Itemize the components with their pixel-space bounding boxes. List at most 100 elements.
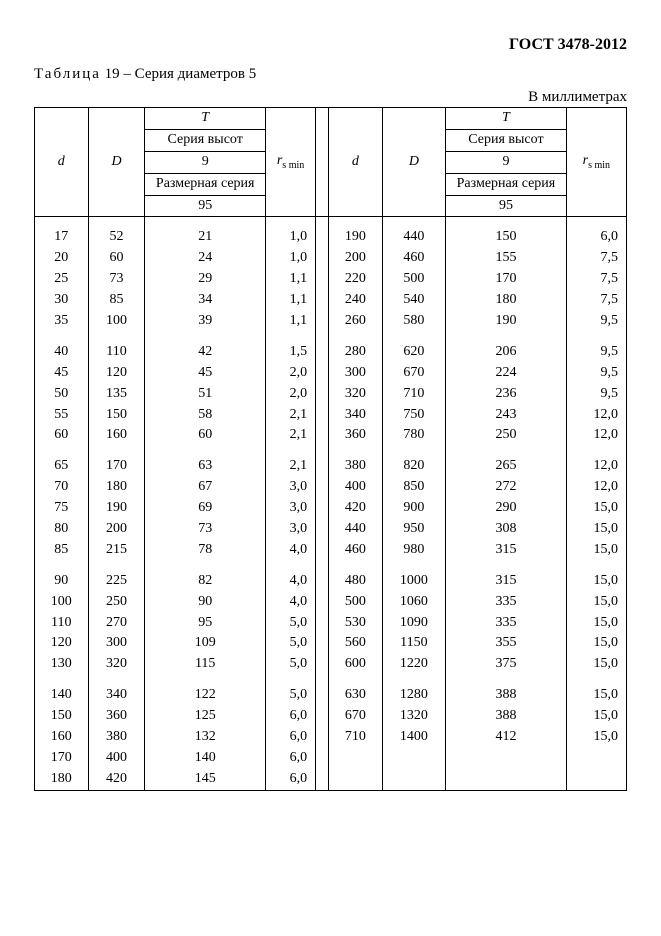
table-cell: 15,0 bbox=[566, 706, 626, 727]
table-row: 65170632,138082026512,0 bbox=[35, 456, 627, 477]
table-cell bbox=[316, 571, 329, 592]
table-cell: 335 bbox=[446, 592, 567, 613]
table-cell: 2,1 bbox=[265, 456, 315, 477]
table-cell bbox=[566, 748, 626, 769]
nine-right: 9 bbox=[446, 151, 567, 173]
table-cell bbox=[316, 706, 329, 727]
table-cell: 360 bbox=[88, 706, 145, 727]
table-cell: 530 bbox=[329, 613, 383, 634]
gap-row bbox=[35, 332, 627, 342]
table-cell: 5,0 bbox=[265, 633, 315, 654]
table-cell: 670 bbox=[329, 706, 383, 727]
table-cell: 132 bbox=[145, 727, 266, 748]
table-cell: 236 bbox=[446, 384, 567, 405]
table-cell bbox=[316, 748, 329, 769]
table-cell: 60 bbox=[88, 248, 145, 269]
table-row: 1203001095,0560115035515,0 bbox=[35, 633, 627, 654]
table-cell: 6,0 bbox=[566, 227, 626, 248]
table-cell: 280 bbox=[329, 342, 383, 363]
table-cell: 3,0 bbox=[265, 477, 315, 498]
table-cell: 200 bbox=[88, 519, 145, 540]
table-cell: 206 bbox=[446, 342, 567, 363]
table-cell: 220 bbox=[329, 269, 383, 290]
table-row: 80200733,044095030815,0 bbox=[35, 519, 627, 540]
table-row: 1403401225,0630128038815,0 bbox=[35, 685, 627, 706]
table-cell bbox=[329, 748, 383, 769]
table-cell: 15,0 bbox=[566, 633, 626, 654]
col-r-left-sub: s min bbox=[282, 160, 304, 171]
table-row: 1303201155,0600122037515,0 bbox=[35, 654, 627, 675]
table-row: 110270955,0530109033515,0 bbox=[35, 613, 627, 634]
table-cell: 380 bbox=[329, 456, 383, 477]
col-D-right: D bbox=[409, 154, 419, 169]
table-cell bbox=[316, 498, 329, 519]
table-cell: 5,0 bbox=[265, 685, 315, 706]
table-row: 100250904,0500106033515,0 bbox=[35, 592, 627, 613]
table-cell bbox=[316, 685, 329, 706]
table-cell: 308 bbox=[446, 519, 567, 540]
table-cell: 25 bbox=[35, 269, 89, 290]
gap-row bbox=[35, 446, 627, 456]
table-cell: 265 bbox=[446, 456, 567, 477]
table-cell: 355 bbox=[446, 633, 567, 654]
table-cell: 224 bbox=[446, 363, 567, 384]
table-row: 1704001406,0 bbox=[35, 748, 627, 769]
table-cell: 290 bbox=[446, 498, 567, 519]
table-row: 60160602,136078025012,0 bbox=[35, 425, 627, 446]
table-cell: 400 bbox=[329, 477, 383, 498]
table-cell: 120 bbox=[88, 363, 145, 384]
table-cell: 17 bbox=[35, 227, 89, 248]
table-row: 90225824,0480100031515,0 bbox=[35, 571, 627, 592]
nine-left: 9 bbox=[145, 151, 266, 173]
table-cell bbox=[316, 227, 329, 248]
table-row: 1752211,01904401506,0 bbox=[35, 227, 627, 248]
table-row: 1603801326,0710140041215,0 bbox=[35, 727, 627, 748]
table-cell: 63 bbox=[145, 456, 266, 477]
table-cell: 85 bbox=[88, 290, 145, 311]
table-cell: 7,5 bbox=[566, 269, 626, 290]
table-cell: 73 bbox=[145, 519, 266, 540]
table-cell: 388 bbox=[446, 706, 567, 727]
gap-row bbox=[35, 675, 627, 685]
table-cell: 110 bbox=[88, 342, 145, 363]
table-cell: 300 bbox=[329, 363, 383, 384]
table-cell: 180 bbox=[446, 290, 567, 311]
table-row: 2060241,02004601557,5 bbox=[35, 248, 627, 269]
dim-series-left: Размерная серия bbox=[145, 173, 266, 195]
table-cell bbox=[316, 613, 329, 634]
table-row: 45120452,03006702249,5 bbox=[35, 363, 627, 384]
table-cell: 500 bbox=[382, 269, 446, 290]
caption-rest: 19 – Серия диаметров 5 bbox=[101, 66, 256, 82]
table-cell: 1060 bbox=[382, 592, 446, 613]
table-cell: 50 bbox=[35, 384, 89, 405]
table-cell bbox=[316, 248, 329, 269]
table-cell: 12,0 bbox=[566, 456, 626, 477]
table-cell: 388 bbox=[446, 685, 567, 706]
table-cell: 45 bbox=[35, 363, 89, 384]
table-cell: 500 bbox=[329, 592, 383, 613]
table-cell: 145 bbox=[145, 769, 266, 790]
table-cell: 480 bbox=[329, 571, 383, 592]
table-cell: 243 bbox=[446, 405, 567, 426]
table-cell bbox=[316, 269, 329, 290]
table-cell bbox=[566, 769, 626, 790]
table-cell bbox=[316, 633, 329, 654]
table-cell: 140 bbox=[35, 685, 89, 706]
table-cell: 225 bbox=[88, 571, 145, 592]
table-row: 1804201456,0 bbox=[35, 769, 627, 790]
table-cell: 12,0 bbox=[566, 477, 626, 498]
table-cell bbox=[316, 363, 329, 384]
table-body: 1752211,01904401506,02060241,02004601557… bbox=[35, 217, 627, 790]
gap-row bbox=[35, 561, 627, 571]
table-cell: 180 bbox=[35, 769, 89, 790]
table-cell bbox=[316, 519, 329, 540]
col-T-left: T bbox=[201, 110, 209, 125]
table-cell: 90 bbox=[145, 592, 266, 613]
table-cell: 400 bbox=[88, 748, 145, 769]
table-cell: 9,5 bbox=[566, 384, 626, 405]
table-cell: 2,1 bbox=[265, 405, 315, 426]
table-cell: 109 bbox=[145, 633, 266, 654]
table-cell: 340 bbox=[329, 405, 383, 426]
table-cell: 170 bbox=[35, 748, 89, 769]
table-cell bbox=[316, 342, 329, 363]
